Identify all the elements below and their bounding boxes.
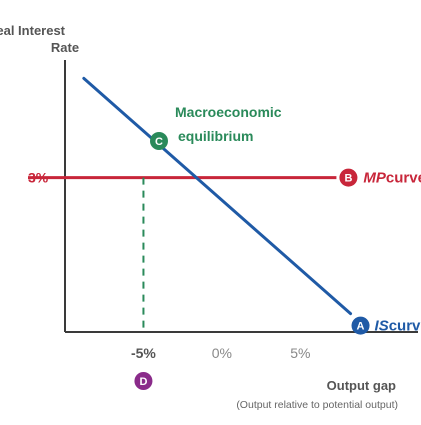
x-tick-label-0: 0% (212, 345, 232, 361)
y-axis-title-line2: Rate (51, 40, 79, 55)
is-curve-badge-letter: A (357, 321, 365, 333)
x-tick-label-5: 5% (290, 345, 310, 361)
is-curve-label-italic: IS (375, 318, 389, 335)
mp-curve-badge-letter: B (344, 173, 352, 185)
is-curve-label: IScurve (375, 318, 421, 335)
equilibrium-badge-letter: C (155, 136, 163, 148)
mp-curve-label-italic: MP (363, 170, 386, 187)
output-gap-badge-letter: D (139, 376, 147, 388)
equilibrium-label-line1: Macroeconomic (175, 104, 282, 120)
equilibrium-label-line2: equilibrium (178, 128, 253, 144)
x-axis-subtitle: (Output relative to potential output) (236, 399, 398, 411)
y-axis-title-line1: Real Interest (0, 23, 66, 38)
mp-curve-label: MPcurve (363, 170, 421, 187)
is-curve-badge-icon (351, 316, 370, 335)
output-gap-badge-icon (134, 372, 153, 390)
is-curve-line (82, 76, 353, 316)
x-tick-label-neg5: -5% (131, 345, 156, 361)
is-curve-label-rest: curve (389, 318, 421, 335)
x-axis-title: Output gap (327, 378, 396, 393)
equilibrium-badge-icon (150, 132, 168, 150)
mp-curve-badge-icon (339, 168, 358, 187)
mp-curve-label-rest: curve (386, 170, 421, 187)
